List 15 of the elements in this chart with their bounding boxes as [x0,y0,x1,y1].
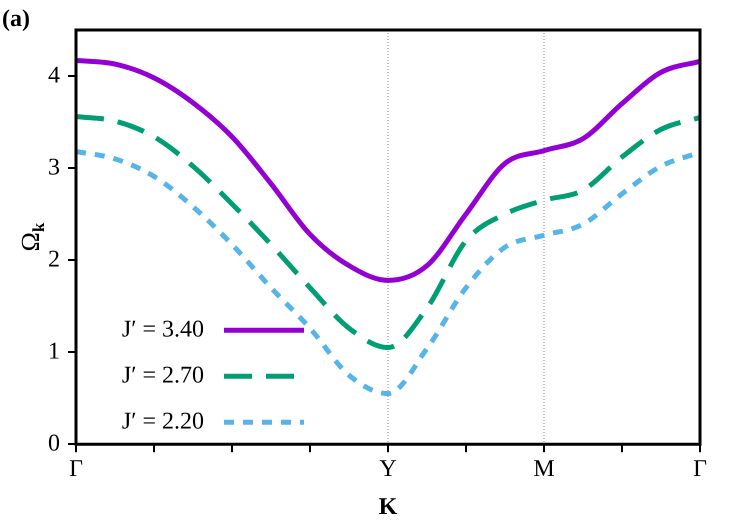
x-tick-label: Γ [69,456,84,482]
text: (a) [2,6,30,32]
y-axis-title: Ωk [16,222,48,252]
y-tick-label: 2 [48,246,60,272]
y-tick-label: 3 [48,154,60,180]
legend-label: J′ = 3.40 [122,316,204,342]
legend-label: J′ = 2.70 [122,362,204,388]
x-tick-label: Y [379,456,397,482]
y-tick-label: 1 [48,338,60,364]
y-tick-label: 4 [48,62,60,88]
x-tick-label: M [533,456,555,482]
x-axis-title: K [378,494,398,520]
x-tick-label: Γ [693,456,708,482]
legend-label: J′ = 2.20 [122,408,204,434]
y-tick-label: 0 [48,430,60,456]
